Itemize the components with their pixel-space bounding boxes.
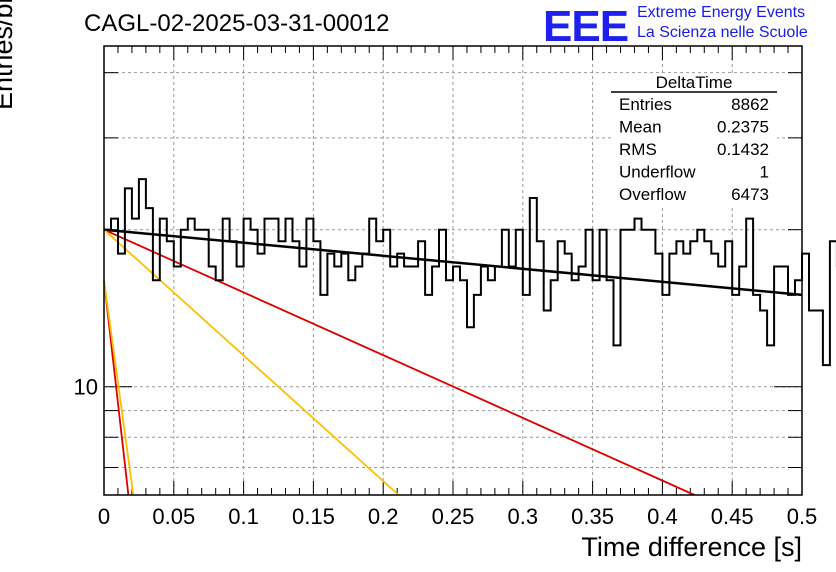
eee-logo: EEE [543, 2, 629, 51]
stats-title: DeltaTime [656, 73, 733, 92]
stats-label: RMS [619, 140, 657, 159]
stats-box: DeltaTime Entries 8862 Mean 0.2375 RMS 0.1432 U… [611, 73, 777, 207]
chart-title: CAGL-02-2025-03-31-00012 [84, 10, 390, 37]
x-tick-label: 0.05 [152, 504, 195, 529]
axis-ticks [103, 46, 803, 495]
fit-line [103, 280, 135, 496]
stats-label: Overflow [619, 185, 687, 204]
x-tick-label: 0.45 [711, 504, 754, 529]
stats-value: 0.1432 [717, 140, 769, 159]
stats-label: Underflow [619, 163, 696, 182]
y-tick-label: 10 [74, 375, 98, 400]
plot-frame [103, 45, 803, 496]
stats-label: Entries [619, 95, 672, 114]
fit-line [103, 228, 803, 297]
fit-line [103, 228, 695, 496]
x-tick-label: 0.2 [368, 504, 399, 529]
histogram-line [104, 178, 836, 367]
stats-value: 6473 [731, 185, 769, 204]
logo-subtitle-line1: Extreme Energy Events [637, 4, 806, 21]
x-tick-label: 0.35 [571, 504, 614, 529]
x-tick-label: 0.15 [292, 504, 335, 529]
x-tick-label: 0.1 [228, 504, 259, 529]
x-tick-labels: 0 0.05 0.1 0.15 0.2 0.25 0.3 0.35 0.4 0.45 0.5 [98, 504, 817, 529]
stats-value: 1 [760, 163, 769, 182]
x-tick-label: 0.5 [787, 504, 818, 529]
stats-value: 8862 [731, 95, 769, 114]
stats-value: 0.2375 [717, 118, 769, 137]
stats-label: Mean [619, 118, 662, 137]
logo-subtitle-line2: La Scienza nelle Scuole [637, 24, 808, 41]
stats-box-bg [611, 76, 777, 207]
grid-lines [104, 46, 802, 495]
x-tick-label: 0 [98, 504, 110, 529]
x-tick-label: 0.25 [432, 504, 475, 529]
x-tick-label: 0.4 [647, 504, 678, 529]
x-axis-label: Time difference [s] [581, 532, 802, 562]
y-tick-labels: 10 [74, 375, 98, 400]
x-tick-label: 0.3 [508, 504, 539, 529]
